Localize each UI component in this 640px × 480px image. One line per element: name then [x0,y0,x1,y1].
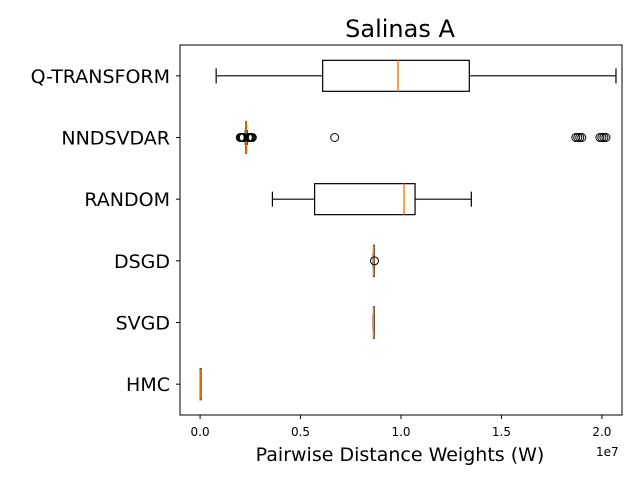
category-label: RANDOM [84,189,170,211]
category-label: Q-TRANSFORM [31,66,170,88]
chart-title: Salinas A [345,15,455,43]
category-label: DSGD [114,251,170,273]
outlier-point [247,133,257,142]
outlier-point [369,256,379,266]
outlier-point [577,133,587,142]
box [322,59,470,92]
x-tick-label: 1.5 [492,425,511,439]
outlier-point [330,133,340,142]
category-label: SVGD [116,313,170,335]
x-axis-offset-label: 1e7 [596,445,619,459]
x-tick-label: 1.0 [391,425,410,439]
category-label: HMC [126,374,170,396]
outlier-point [601,133,611,142]
plot-area: 0.0 0.5 1.0 1.5 2.0 Q-TRANSFORM NNDSVDAR RANDOM… [31,44,623,439]
plot-frame [179,44,623,416]
x-tick-label: 0.5 [291,425,310,439]
category-label: NNDSVDAR [61,128,170,150]
x-axis-label: Pairwise Distance Weights (W) [256,444,545,466]
box [314,183,416,216]
x-tick-label: 2.0 [592,425,611,439]
x-tick-label: 0.0 [191,425,210,439]
